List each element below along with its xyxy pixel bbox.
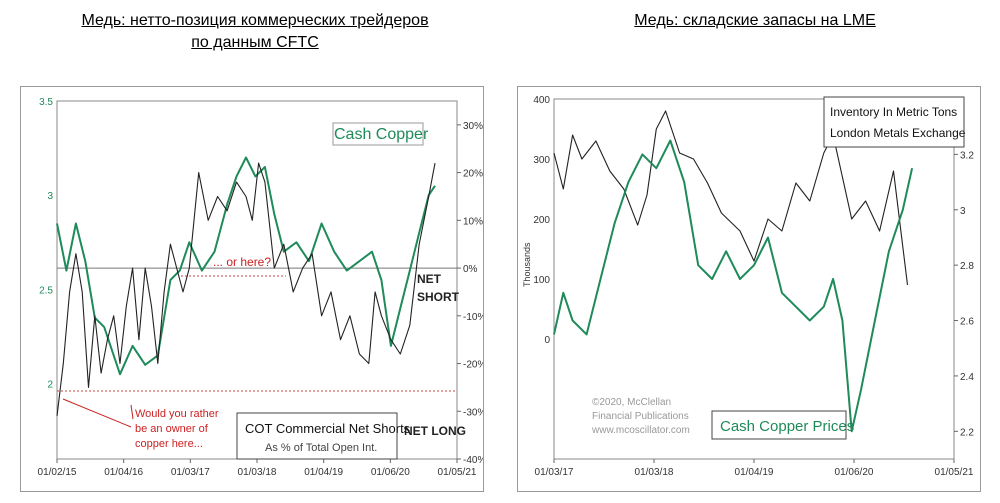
- owner-question-line-3: copper here...: [135, 438, 203, 450]
- y-right-tick-label: 20%: [463, 169, 483, 180]
- series-line-1: [56, 156, 436, 376]
- x-tick-label: 01/04/19: [304, 467, 343, 478]
- series-line-2: [56, 162, 436, 417]
- thousands-axis-label: Thousands: [522, 242, 532, 287]
- y-right-tick-label: 30%: [463, 121, 483, 132]
- cash-copper-prices-label: Cash Copper Prices: [720, 418, 854, 435]
- series-line-1: [553, 110, 909, 286]
- left-heading-line-1: Медь: нетто-позиция коммерческих трейдер…: [81, 12, 429, 29]
- owner-arrow-1: [62, 398, 132, 428]
- left-heading-line-2: по данным CFTC: [191, 34, 319, 51]
- owner-question-line-1: Would you rather: [135, 408, 219, 420]
- x-tick-label: 01/06/20: [371, 467, 410, 478]
- cot-legend-subtitle: As % of Total Open Int.: [265, 442, 377, 454]
- copyright-line-1: ©2020, McClellan: [592, 397, 671, 408]
- cash-copper-prices-box: [711, 410, 847, 440]
- y-left-tick-label: 300: [533, 155, 550, 166]
- x-tick-label: 01/06/20: [835, 467, 874, 478]
- y-right-tick-label: 3: [960, 206, 966, 217]
- x-tick-label: 01/05/21: [935, 467, 974, 478]
- y-right-tick-label: 2.4: [960, 372, 974, 383]
- lme-legend-title: Inventory In Metric Tons: [830, 105, 957, 119]
- y-right-tick-label: -20%: [463, 360, 483, 371]
- y-right-tick-label: 2.2: [960, 427, 974, 438]
- y-left-tick-label: 200: [533, 215, 550, 226]
- x-tick-label: 01/03/17: [535, 467, 574, 478]
- y-left-tick-label: 3.5: [39, 97, 53, 108]
- y-right-tick-label: 2.6: [960, 317, 974, 328]
- x-tick-label: 01/04/19: [735, 467, 774, 478]
- series-line-2: [553, 139, 914, 433]
- y-right-tick-label: -10%: [463, 312, 483, 323]
- cash-copper-label-box: [332, 122, 424, 146]
- net-long-label: NET LONG: [404, 424, 466, 438]
- copyright-notice: ©2020, McClellan Financial Publications …: [591, 397, 690, 436]
- y-right-tick-label: 0%: [463, 264, 478, 275]
- y-left-tick-label: 3: [47, 191, 53, 202]
- owner-question-line-2: be an owner of: [135, 423, 209, 435]
- y-left-tick-label: 2.5: [39, 285, 53, 296]
- net-short-label-1: NET: [417, 272, 442, 286]
- cot-legend-title: COT Commercial Net Shorts: [245, 421, 411, 436]
- right-chart-heading: Медь: складские запасы на LME: [634, 12, 876, 29]
- cot-plot-area: [56, 100, 458, 460]
- copyright-line-2: Financial Publications: [592, 411, 689, 422]
- lme-chart: 400 300 200 100 0 3.2 3 2.8 2.6 2.4 2.2 01/03/17 0…: [522, 95, 974, 478]
- or-here-annotation: ... or here?: [213, 255, 271, 269]
- lme-legend-box: [823, 96, 965, 148]
- owner-question-annotation: Would you rather be an owner of copper h…: [62, 398, 219, 450]
- x-tick-label: 01/04/16: [104, 467, 143, 478]
- y-left-tick-label: 2: [47, 380, 53, 391]
- x-tick-label: 01/03/17: [171, 467, 210, 478]
- lme-chart-frame: 400 300 200 100 0 3.2 3 2.8 2.6 2.4 2.2 01/03/17 0…: [517, 86, 981, 492]
- cash-copper-label: Cash Copper: [334, 126, 429, 143]
- cot-chart-frame: 3.5 3 2.5 2 30% 20% 10% 0% -10% -20% -30% -40% 01/…: [20, 86, 487, 492]
- y-right-tick-label: -40%: [463, 455, 483, 466]
- net-short-label-2: SHORT: [417, 290, 460, 304]
- y-right-tick-label: 3.2: [960, 150, 974, 161]
- y-left-tick-label: 400: [533, 95, 550, 106]
- x-tick-label: 01/05/21: [438, 467, 477, 478]
- y-left-tick-label: 100: [533, 275, 550, 286]
- lme-legend-subtitle: London Metals Exchange: [830, 126, 966, 140]
- y-right-tick-label: -30%: [463, 407, 483, 418]
- y-left-tick-label: 0: [544, 335, 550, 346]
- left-chart-heading: Медь: нетто-позиция коммерческих трейдер…: [20, 10, 490, 54]
- x-tick-label: 01/02/15: [38, 467, 77, 478]
- cot-chart: 3.5 3 2.5 2 30% 20% 10% 0% -10% -20% -30% -40% 01/…: [38, 97, 487, 478]
- x-tick-label: 01/03/18: [238, 467, 277, 478]
- owner-arrow-2: [130, 404, 134, 420]
- y-right-tick-label: 2.8: [960, 261, 974, 272]
- copyright-line-3: www.mcoscillator.com: [591, 425, 690, 436]
- x-tick-label: 01/03/18: [635, 467, 674, 478]
- cot-legend-box: [236, 412, 398, 460]
- y-right-tick-label: 10%: [463, 216, 483, 227]
